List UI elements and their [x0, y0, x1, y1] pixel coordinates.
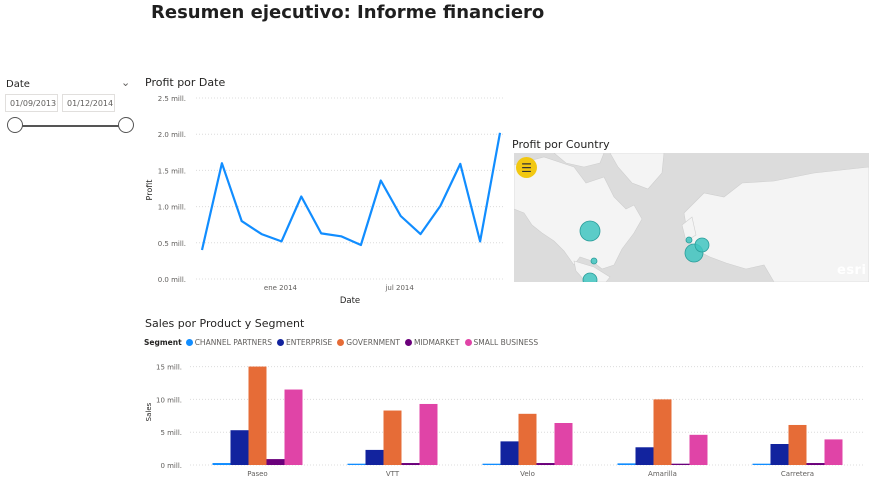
legend-item[interactable]: GOVERNMENT [337, 338, 400, 347]
bar [752, 463, 771, 465]
bar [689, 434, 708, 465]
map-menu-button[interactable]: ☰ [516, 157, 537, 178]
bar [806, 463, 825, 465]
legend-item[interactable]: MIDMARKET [404, 338, 460, 347]
bar [824, 439, 843, 465]
legend-item[interactable]: SMALL BUSINESS [464, 338, 539, 347]
bar [419, 403, 438, 465]
esri-logo: esri [837, 263, 867, 278]
x-tick-label: ene 2014 [264, 284, 298, 292]
y-tick-label: 0.0 mill. [158, 276, 186, 284]
y-tick-label: 1.5 mill. [158, 167, 186, 175]
arctic-islands [553, 153, 605, 168]
profit-series-line [200, 132, 502, 251]
y-tick-label: 2.5 mill. [158, 95, 186, 103]
legend-dot [337, 339, 345, 346]
profit-by-country-title: Profit por Country [512, 138, 610, 151]
bar [653, 399, 672, 465]
date-slicer-label: Date [6, 79, 30, 90]
central-america-land [573, 260, 611, 282]
bar [500, 441, 519, 465]
legend-dot [464, 339, 472, 346]
uk-land [681, 216, 697, 242]
y-tick-label: 10 mill. [156, 396, 182, 404]
bar [770, 444, 789, 465]
legend-dot [276, 339, 284, 346]
page-title: Resumen ejecutivo: Informe financiero [151, 2, 545, 23]
bar [230, 430, 249, 465]
date-slider-start-handle[interactable] [7, 117, 23, 133]
legend-dot [404, 339, 412, 346]
bar [536, 463, 555, 465]
legend-title: Segment [144, 338, 182, 347]
legend-item[interactable]: ENTERPRISE [276, 338, 333, 347]
bar [788, 424, 807, 465]
bar [554, 423, 573, 465]
chevron-down-icon[interactable]: ⌄ [121, 76, 131, 89]
profit-by-date-title: Profit por Date [145, 76, 226, 89]
bar [266, 459, 285, 465]
y-tick-label: 2.0 mill. [158, 131, 186, 139]
bar [671, 463, 690, 465]
y-tick-label: 0 mill. [160, 462, 182, 470]
x-tick-label: Velo [520, 470, 535, 478]
sales-bar-chart: Sales 0 mill. 5 mill. 10 mill. 15 mill. Pas… [145, 364, 865, 478]
legend-label: CHANNEL PARTNERS [194, 338, 272, 347]
bar [383, 410, 402, 465]
bar [284, 389, 303, 465]
legend-item[interactable]: CHANNEL PARTNERS [185, 338, 272, 347]
y-tick-label: 5 mill. [160, 429, 182, 437]
hamburger-icon: ☰ [521, 160, 532, 175]
bar [365, 449, 384, 465]
north-america-land [514, 156, 643, 270]
greenland-land [609, 153, 665, 190]
start-date-input[interactable]: 01/09/2013 [5, 94, 58, 112]
legend-dot [185, 339, 193, 346]
x-tick-label: jul 2014 [384, 284, 414, 292]
x-tick-label: Carretera [781, 470, 814, 478]
legend-label: MIDMARKET [413, 338, 460, 347]
bar [518, 413, 537, 465]
date-slider-track[interactable] [15, 125, 126, 127]
bubble-usa[interactable] [590, 257, 598, 265]
y-tick-label: 0.5 mill. [158, 240, 186, 248]
bar [248, 366, 267, 465]
bubble-mexico[interactable] [582, 272, 598, 282]
legend-label: GOVERNMENT [346, 338, 400, 347]
x-tick-label: Paseo [247, 470, 267, 478]
profit-axis-label: Profit [145, 180, 154, 201]
y-tick-label: 15 mill. [156, 364, 182, 372]
bar [482, 463, 501, 465]
end-date-input[interactable]: 01/12/2014 [62, 94, 115, 112]
date-slider-end-handle[interactable] [118, 117, 134, 133]
world-basemap [514, 153, 869, 282]
date-axis-label: Date [340, 296, 360, 306]
legend-label: ENTERPRISE [285, 338, 333, 347]
segment-legend: Segment CHANNEL PARTNERS ENTERPRISE GOVE… [144, 338, 543, 347]
bar [635, 447, 654, 465]
bar [401, 463, 420, 465]
profit-by-country-map[interactable] [514, 153, 869, 282]
legend-label: SMALL BUSINESS [473, 338, 539, 347]
x-tick-label: Amarilla [648, 470, 677, 478]
bar [617, 463, 636, 465]
bar [212, 463, 231, 465]
bubble-uk[interactable] [685, 236, 693, 244]
profit-by-date-chart: 0.0 mill. 0.5 mill. 1.0 mill. 1.5 mill. 2.0 … [145, 95, 504, 306]
sales-axis-label: Sales [145, 402, 153, 421]
bubble-germany[interactable] [694, 237, 710, 253]
x-tick-label: VTT [386, 470, 400, 478]
bar [347, 463, 366, 465]
bubble-canada[interactable] [579, 220, 601, 242]
sales-chart-title: Sales por Product y Segment [145, 317, 305, 330]
y-tick-label: 1.0 mill. [158, 204, 186, 212]
